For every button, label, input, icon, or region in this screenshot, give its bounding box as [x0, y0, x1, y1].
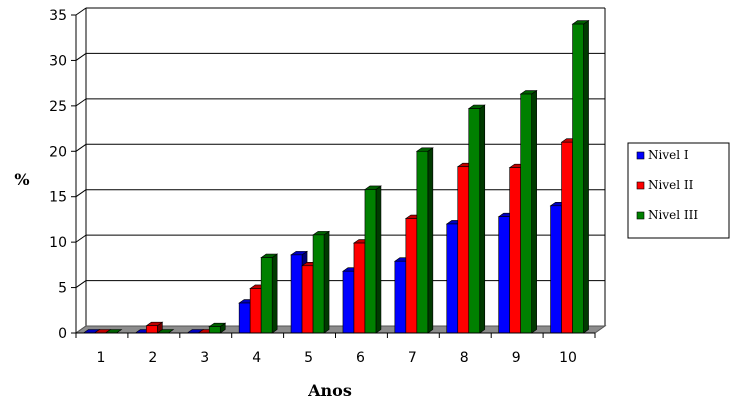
gridline-side — [75, 53, 87, 61]
legend-swatch — [636, 181, 645, 190]
bar-nivel-iii-10 — [571, 20, 590, 334]
bar-nivel-iii-4 — [260, 253, 279, 334]
bar-nivel-iii-9 — [519, 89, 538, 334]
gridline-side — [75, 280, 87, 288]
x-tick-label: 10 — [559, 350, 577, 366]
bar-nivel-iii-7 — [415, 147, 434, 334]
x-tick-label: 9 — [512, 350, 521, 366]
x-tick-label: 2 — [148, 350, 157, 366]
x-axis-title: Anos — [307, 381, 352, 399]
legend-swatch — [636, 151, 645, 160]
legend-label: Nivel II — [648, 178, 694, 192]
y-tick-label: 10 — [49, 235, 67, 251]
y-tick-label: 0 — [58, 326, 67, 342]
bar-nivel-iii-8 — [467, 104, 486, 334]
legend-label: Nivel III — [648, 208, 698, 222]
legend: Nivel I Nivel II Nivel III — [627, 142, 730, 239]
legend-label: Nivel I — [648, 148, 689, 162]
y-tick-labels: 0 5 10 15 20 25 30 35 — [49, 8, 76, 342]
bar-nivel-iii-3 — [208, 322, 227, 334]
gridline-side — [75, 234, 87, 243]
bar-nivel-ii-2 — [145, 321, 164, 334]
y-axis-title: % — [14, 170, 29, 189]
y-tick-label: 15 — [49, 190, 67, 206]
x-tick-label: 8 — [460, 350, 469, 366]
bar-nivel-iii-5 — [312, 230, 331, 334]
gridline-side — [75, 189, 87, 198]
gridlines — [75, 7, 606, 334]
y-tick-label: 5 — [58, 281, 67, 297]
x-tick-label: 4 — [252, 350, 261, 366]
x-tick-label: 5 — [304, 350, 313, 366]
x-tick-labels: 1 2 3 4 5 6 7 8 9 10 — [75, 333, 596, 366]
x-tick-label: 7 — [408, 350, 417, 366]
x-tick-label: 6 — [356, 350, 365, 366]
gridline-side — [75, 7, 87, 16]
y-tick-label: 30 — [49, 53, 67, 69]
legend-box — [627, 142, 730, 239]
y-tick-label: 25 — [49, 99, 67, 115]
bar-nivel-iii-6 — [363, 185, 382, 334]
gridline-side — [75, 143, 87, 152]
x-tick-label: 1 — [96, 350, 105, 366]
x-tick-label: 3 — [200, 350, 209, 366]
gridline-side — [75, 98, 87, 107]
y-tick-label: 20 — [49, 144, 67, 160]
legend-swatch — [636, 211, 645, 220]
y-tick-label: 35 — [49, 8, 67, 24]
bars — [82, 20, 590, 334]
